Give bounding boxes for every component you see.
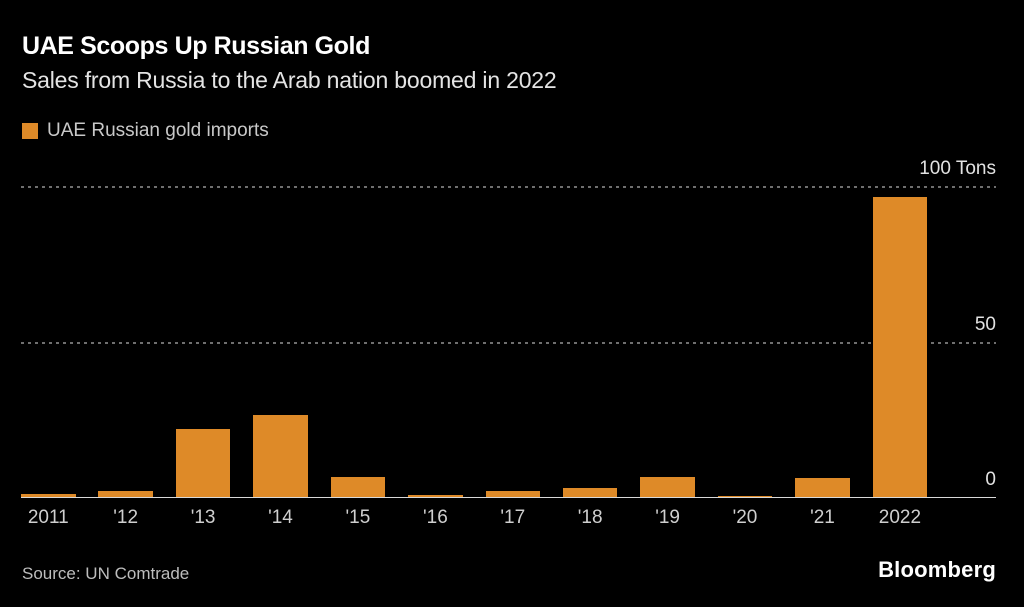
x-axis-label-2011: 2011 xyxy=(27,507,69,528)
x-axis-label-19: '19 xyxy=(655,507,680,528)
bar-20 xyxy=(717,496,773,497)
x-axis-line xyxy=(21,497,996,498)
bar-12 xyxy=(98,490,153,497)
bar-2022 xyxy=(872,197,928,497)
chart-title: UAE Scoops Up Russian Gold xyxy=(22,32,370,60)
x-axis-label-21: '21 xyxy=(810,507,835,528)
bar-19 xyxy=(640,477,695,497)
bar-15 xyxy=(330,476,386,497)
x-axis-label-12: '12 xyxy=(113,507,139,528)
x-axis-label-14: '14 xyxy=(268,507,293,528)
bloomberg-logo: Bloomberg xyxy=(878,557,996,582)
bar-14 xyxy=(253,414,308,497)
legend: UAE Russian gold imports xyxy=(22,120,269,142)
x-axis-label-17: '17 xyxy=(500,507,526,528)
x-axis-label-2022: 2022 xyxy=(878,507,922,528)
bar-17 xyxy=(485,491,540,497)
x-axis-label-20: '20 xyxy=(732,507,758,528)
bar-21 xyxy=(795,478,850,497)
gridline-50 xyxy=(21,341,996,344)
x-axis-label-13: '13 xyxy=(190,507,216,528)
gridline-100 xyxy=(21,186,996,188)
y-axis-label-0: 0 xyxy=(985,469,996,490)
bar-13 xyxy=(175,429,231,497)
y-axis-label-50: 50 xyxy=(974,313,996,335)
x-axis-label-16: '16 xyxy=(423,507,448,528)
legend-swatch-icon xyxy=(22,123,38,139)
x-axis-label-15: '15 xyxy=(345,507,371,528)
bar-16 xyxy=(408,494,463,497)
y-axis-label-100: 100 Tons xyxy=(919,158,996,179)
bar-18 xyxy=(562,488,618,497)
legend-label: UAE Russian gold imports xyxy=(47,120,269,141)
chart-subtitle: Sales from Russia to the Arab nation boo… xyxy=(22,67,557,93)
plot-area: 100 Tons 50 0 2011 '12 '13 '14 '15 '16 '17 '18 '19 '… xyxy=(21,159,996,527)
bar-2011 xyxy=(21,493,76,497)
source-text: Source: UN Comtrade xyxy=(22,564,190,583)
x-axis-label-18: '18 xyxy=(577,507,603,528)
